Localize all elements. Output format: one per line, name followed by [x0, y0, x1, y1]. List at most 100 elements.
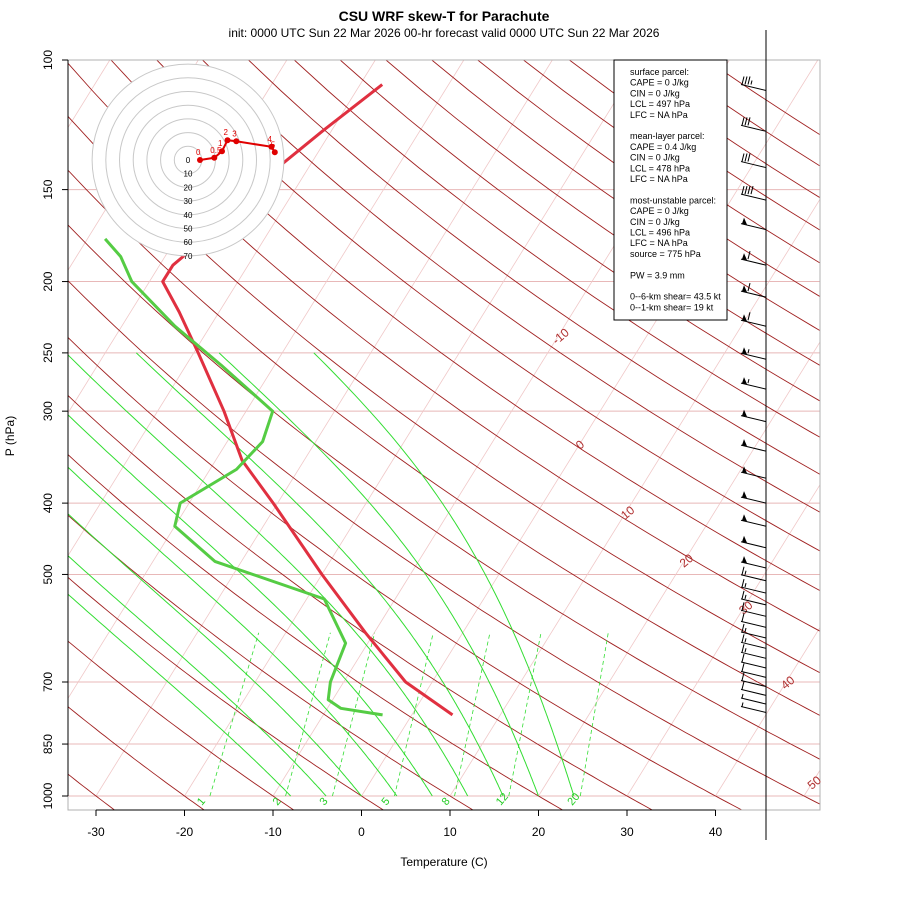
mixing-ratio-line	[579, 632, 609, 797]
wind-barb-staff	[740, 598, 767, 606]
wind-barb-flag	[742, 409, 747, 417]
wind-barb-staff	[740, 609, 767, 617]
hodograph-point	[224, 137, 231, 144]
hodograph-ring	[119, 91, 257, 229]
parcel-info-line: 0--6-km shear= 43.5 kt	[630, 292, 721, 302]
wind-barb-flag	[742, 314, 747, 322]
wind-barb	[740, 578, 767, 594]
wind-barb-staff	[740, 574, 767, 582]
wind-barb-full	[747, 251, 751, 260]
mixing-ratio-label: 1	[195, 796, 208, 808]
mixing-ratio-label: 20	[565, 791, 582, 808]
wind-barb	[740, 76, 767, 91]
x-tick-label: -10	[264, 825, 282, 839]
wind-barb-flag	[742, 285, 747, 293]
x-tick-label: 30	[620, 825, 634, 839]
moist-adiabat	[68, 555, 327, 797]
y-tick-label: 400	[41, 493, 55, 513]
isotherm-line	[715, 626, 820, 797]
isotherm-label: 30	[736, 598, 755, 618]
parcel-info-line: PW = 3.9 mm	[630, 270, 685, 280]
hodograph-point-label: 0.5	[210, 146, 222, 155]
y-tick-label: 200	[41, 271, 55, 291]
wind-barb-full	[741, 613, 745, 622]
dry-adiabat	[202, 60, 820, 513]
wind-barb-full	[741, 634, 745, 643]
y-tick-label: 100	[41, 50, 55, 70]
isotherm-label: 50	[805, 773, 824, 793]
wind-barb-full	[744, 153, 748, 162]
hodograph-ring-label: 20	[184, 183, 193, 192]
hodograph-point-label: 4	[268, 135, 273, 144]
mixing-ratio-line	[285, 632, 331, 797]
wind-barb-staff	[740, 586, 767, 594]
parcel-info-line: LFC = NA hPa	[630, 238, 688, 248]
dry-adiabat	[110, 60, 820, 592]
wind-barb-half	[744, 638, 747, 643]
wind-barb-staff	[740, 705, 767, 713]
y-tick-label: 700	[41, 672, 55, 692]
wind-barb	[740, 702, 767, 713]
wind-barb	[740, 377, 767, 390]
mixing-ratio-label: 3	[318, 796, 331, 808]
wind-barb	[740, 409, 767, 423]
moist-adiabat	[68, 513, 362, 797]
wind-barb	[740, 491, 767, 504]
isotherm-line	[184, 60, 642, 797]
parcel-info-line: CAPE = 0 J/kg	[630, 206, 689, 216]
moist-adiabat	[68, 466, 398, 797]
dry-adiabat	[68, 706, 205, 810]
wind-barb-flag	[742, 535, 747, 543]
wind-barb	[740, 663, 767, 678]
dry-adiabat	[706, 60, 820, 136]
wind-barb	[740, 312, 767, 327]
dry-adiabat	[68, 576, 385, 810]
hodograph-point-label: 3	[232, 129, 237, 138]
wind-barb-staff	[740, 471, 767, 479]
wind-barb-staff	[740, 620, 767, 628]
mixing-ratio-label: 2	[271, 796, 284, 808]
wind-barb	[740, 566, 767, 582]
wind-barb-staff	[740, 124, 767, 132]
wind-barb-half	[744, 582, 747, 588]
wind-barb	[740, 693, 767, 705]
hodograph: 0 10 20 30 40 50 60 70 0 0.512 3 45	[91, 63, 285, 261]
mixing-ratio-label: 8	[440, 796, 453, 808]
wind-barb-full	[741, 644, 745, 653]
parcel-info-line: LCL = 478 hPa	[630, 163, 690, 173]
wind-barb-staff	[740, 541, 767, 549]
dry-adiabat	[68, 115, 820, 674]
y-tick-label: 150	[41, 179, 55, 199]
wind-barb-flag	[742, 253, 747, 261]
wind-barb-staff	[740, 688, 767, 696]
wind-barb-full	[741, 566, 745, 575]
parcel-info-line: source = 775 hPa	[630, 249, 701, 259]
parcel-info-line: CIN = 0 J/kg	[630, 153, 680, 163]
dry-adiabat	[339, 60, 820, 402]
wind-barb	[740, 672, 767, 688]
x-tick-label: 0	[358, 825, 365, 839]
wind-barb-full	[747, 76, 751, 85]
mixing-ratio-label: 5	[380, 796, 393, 808]
hodograph-ring-label: 30	[184, 197, 193, 206]
wind-barb-full	[747, 312, 751, 321]
isotherm-line	[95, 60, 553, 797]
wind-barb-full	[741, 672, 745, 681]
wind-barb-full	[747, 283, 751, 292]
wind-barb-half	[744, 594, 747, 600]
parcel-info-line: LCL = 496 hPa	[630, 228, 690, 238]
hodograph-ring	[91, 63, 285, 257]
x-tick-label: -30	[87, 825, 105, 839]
dry-adiabat	[68, 454, 564, 810]
isotherm-line	[449, 198, 820, 797]
parcel-info-line: LFC = NA hPa	[630, 110, 688, 120]
hodograph-point	[197, 157, 203, 163]
wind-barb-full	[741, 663, 745, 672]
wind-barb	[740, 602, 767, 617]
isotherm-label: 10	[618, 503, 637, 523]
wind-barb-staff	[740, 382, 767, 390]
mixing-ratio-line	[209, 632, 260, 797]
wind-barb-full	[747, 185, 751, 195]
parcel-info-line: CAPE = 0 J/kg	[630, 78, 689, 88]
y-tick-label: 500	[41, 564, 55, 584]
